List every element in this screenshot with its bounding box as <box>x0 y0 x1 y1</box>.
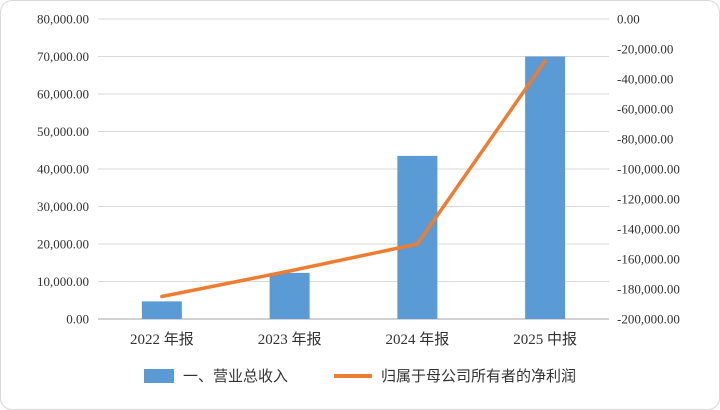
revenue-bar <box>269 272 310 319</box>
combo-chart-plot: 80,000.00 70,000.00 60,000.00 50,000.00 40,0… <box>37 12 680 349</box>
right-axis-tick-label: -200,000.00 <box>617 312 680 327</box>
right-axis-tick-label: -20,000.00 <box>617 42 673 57</box>
right-axis-tick-label: -40,000.00 <box>617 72 673 87</box>
left-axis-tick-label: 70,000.00 <box>37 49 89 64</box>
category-label: 2025 中报 <box>513 331 577 348</box>
left-axis-tick-label: 50,000.00 <box>37 124 89 139</box>
legend-label-revenue: 一、营业总收入 <box>182 369 288 385</box>
right-axis-tick-label: -120,000.00 <box>617 192 680 207</box>
category-label: 2022 年报 <box>130 331 194 348</box>
category-label: 2024 年报 <box>385 331 449 348</box>
right-axis-tick-label: -60,000.00 <box>617 102 673 117</box>
left-axis-tick-label: 40,000.00 <box>37 162 89 177</box>
left-axis-tick-label: 60,000.00 <box>37 87 89 102</box>
revenue-bar <box>525 56 566 319</box>
legend-line-swatch-icon <box>334 373 372 378</box>
revenue-bar <box>397 155 438 319</box>
left-axis-tick-label: 0.00 <box>66 312 89 327</box>
right-axis-tick-label: 0.00 <box>617 12 640 27</box>
legend-item-revenue: 一、营业总收入 <box>143 365 288 386</box>
legend-item-net-profit: 归属于母公司所有者的净利润 <box>334 365 576 386</box>
right-axis-tick-label: -140,000.00 <box>617 222 680 237</box>
left-axis-tick-label: 20,000.00 <box>37 237 89 252</box>
net-profit-line <box>160 59 547 299</box>
legend-label-net-profit: 归属于母公司所有者的净利润 <box>381 369 577 385</box>
left-axis-tick-label: 30,000.00 <box>37 199 89 214</box>
right-axis-tick-label: -100,000.00 <box>617 162 680 177</box>
right-axis-tick-label: -180,000.00 <box>617 282 680 297</box>
category-label: 2023 年报 <box>258 331 322 348</box>
legend-bar-swatch-icon <box>143 368 174 383</box>
revenue-bar <box>141 301 182 319</box>
right-axis-tick-label: -80,000.00 <box>617 132 673 147</box>
chart-legend: 一、营业总收入 归属于母公司所有者的净利润 <box>1 365 719 386</box>
left-axis-tick-label: 10,000.00 <box>37 274 89 289</box>
left-axis-tick-label: 80,000.00 <box>37 12 89 27</box>
right-axis-tick-label: -160,000.00 <box>617 252 680 267</box>
